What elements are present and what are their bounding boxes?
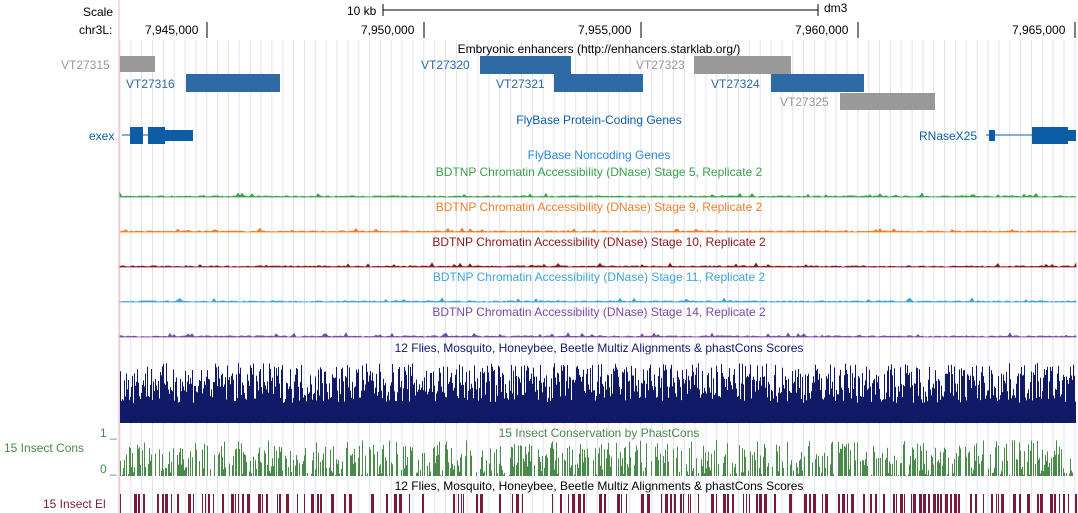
ruler-tick-label: 7,950,000 [361,23,415,37]
phastcons-ymin-label: 0 _ [100,462,117,476]
phastcons-ymax-label: 1 _ [100,426,117,440]
enhancer-vt27324[interactable] [771,74,864,92]
multiz-track-title[interactable]: 12 Flies, Mosquito, Honeybee, Beetle Mul… [394,341,804,355]
ruler-tick-label: 7,955,000 [578,23,632,37]
dnase-signal-tracks[interactable] [119,191,1077,338]
chrom-label: chr3L: [79,23,113,37]
ruler-tick-label: 7,960,000 [795,23,849,37]
enhancer-label-vt27316[interactable]: VT27316 [126,77,175,91]
dnase-stage10-title[interactable]: BDTNP Chromatin Accessibility (DNase) St… [432,235,766,249]
multiz-conservation-bars[interactable] [120,363,1076,423]
multiz-bottom-track-title[interactable]: 12 Flies, Mosquito, Honeybee, Beetle Mul… [394,479,804,493]
phastcons-side-label[interactable]: 15 Insect Cons [4,441,85,455]
gene-model-rnasex25[interactable] [986,127,1076,144]
insect-elements-bars[interactable] [120,494,1077,513]
insect-elements-side-label[interactable]: 15 Insect El [43,497,106,511]
noncoding-genes-track-title[interactable]: FlyBase Noncoding Genes [527,148,671,162]
enhancer-label-vt27321[interactable]: VT27321 [496,77,545,91]
enhancer-label-vt27323[interactable]: VT27323 [636,58,685,72]
ruler-ticks [206,22,1076,38]
enhancer-vt27323[interactable] [694,56,791,74]
scale-label: Scale [83,5,114,19]
scale-bar [382,4,819,16]
enhancer-label-vt27325[interactable]: VT27325 [780,95,829,109]
gene-model-exex[interactable] [122,127,193,144]
gene-label-exex[interactable]: exex [89,129,115,143]
enhancer-vt27316[interactable] [186,74,280,92]
insect-phastcons-bars[interactable] [120,440,1073,476]
enhancer-label-vt27324[interactable]: VT27324 [711,77,760,91]
enhancer-label-vt27315[interactable]: VT27315 [61,58,110,72]
enhancer-features[interactable] [120,56,935,110]
base-position-gridlines [119,40,1076,513]
ruler-tick-label: 7,965,000 [1012,23,1066,37]
enhancer-label-vt27320[interactable]: VT27320 [421,58,470,72]
ruler-tick-label: 7,945,000 [145,23,199,37]
enhancer-track-title[interactable]: Embryonic enhancers (http://enhancers.st… [457,42,741,56]
enhancer-vt27325[interactable] [840,93,935,110]
dnase-stage9-title[interactable]: BDTNP Chromatin Accessibility (DNase) St… [435,200,763,214]
dnase-stage14-title[interactable]: BDTNP Chromatin Accessibility (DNase) St… [432,305,766,319]
coding-genes-track-title[interactable]: FlyBase Protein-Coding Genes [516,113,682,127]
enhancer-vt27320[interactable] [480,56,571,74]
gene-label-rnasex25[interactable]: RNaseX25 [919,129,978,143]
dnase-stage11-title[interactable]: BDTNP Chromatin Accessibility (DNase) St… [432,270,766,284]
assembly-label: dm3 [824,1,848,15]
scale-bar-label: 10 kb [347,4,377,18]
phastcons-track-title[interactable]: 15 Insect Conservation by PhastCons [498,426,700,440]
enhancer-vt27321[interactable] [554,74,643,92]
enhancer-vt27315[interactable] [120,56,155,72]
dnase-stage5-title[interactable]: BDTNP Chromatin Accessibility (DNase) St… [435,165,763,179]
